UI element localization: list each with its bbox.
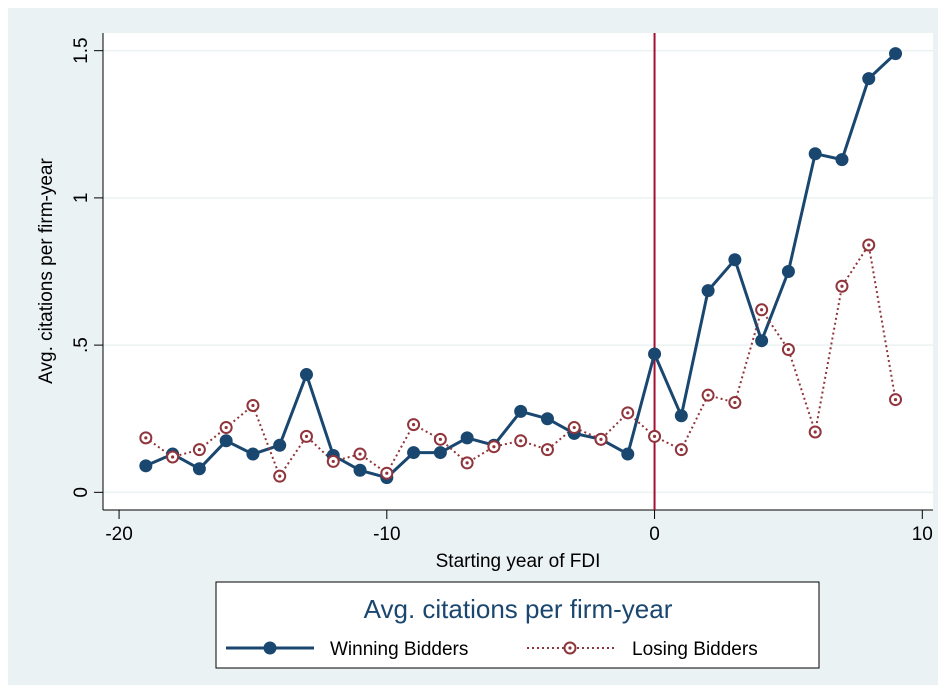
- series-1-point-dot: [572, 425, 576, 430]
- legend: Avg. citations per firm-year Winning Bid…: [215, 581, 820, 669]
- series-0-point: [781, 265, 795, 278]
- series-1-point-dot: [331, 459, 335, 464]
- series-1-point-dot: [652, 434, 657, 438]
- series-0-point: [540, 412, 554, 426]
- x-tick-label: -10: [373, 524, 400, 545]
- series-1-point-dot: [679, 448, 683, 452]
- series-0-point: [460, 431, 474, 445]
- axes: 0 .5 1 1.5 -20 -10 0 10: [71, 33, 933, 545]
- series-1-point-dot: [733, 400, 737, 405]
- series-1-point-dot: [706, 393, 710, 397]
- legend-swatch-winning-marker: [263, 641, 277, 655]
- legend-label-losing: Losing Bidders: [632, 639, 758, 660]
- series-1-point-dot: [599, 437, 603, 441]
- series-0-point: [407, 446, 421, 460]
- series-1-point-dot: [492, 445, 496, 449]
- series-1-point-dot: [438, 437, 442, 441]
- y-tick-label: 1.5: [71, 37, 92, 63]
- series-1-point-dot: [278, 474, 282, 478]
- series-1-point-dot: [411, 423, 416, 427]
- series-0-point: [728, 253, 742, 267]
- series-1-point-dot: [626, 411, 630, 415]
- series-0-point: [246, 447, 260, 461]
- series-1-point-dot: [144, 436, 148, 440]
- series-0-point: [889, 47, 903, 61]
- series-1-point-dot: [893, 397, 898, 402]
- series-1-point-dot: [224, 425, 228, 430]
- series-0-point: [514, 404, 528, 418]
- y-axis-title: Avg. citations per firm-year: [36, 158, 57, 384]
- series-0-point: [273, 438, 287, 452]
- legend-swatch-losing-marker-dot: [568, 646, 572, 650]
- x-tick-label: -20: [105, 524, 132, 545]
- y-tick-label: 1: [71, 193, 92, 204]
- series-0-point: [701, 284, 715, 298]
- legend-title: Avg. citations per firm-year: [364, 594, 673, 624]
- legend-box: [215, 581, 820, 669]
- series-1-point-dot: [867, 243, 871, 247]
- series-0-point: [219, 434, 233, 448]
- series-1-point-dot: [251, 403, 255, 408]
- x-tick-label: 10: [912, 524, 933, 545]
- x-axis-title: Starting year of FDI: [436, 551, 601, 572]
- series-0-point: [862, 72, 876, 86]
- series-1-point-dot: [519, 439, 523, 443]
- series-1-point-dot: [840, 284, 844, 288]
- series-1-point-dot: [465, 461, 469, 465]
- series-0-point: [835, 153, 849, 167]
- series-1-point-dot: [545, 448, 550, 452]
- series-1-point-dot: [813, 430, 817, 434]
- series-1-point-dot: [171, 455, 175, 459]
- x-tick-label: 0: [649, 524, 660, 545]
- series-1-point-dot: [197, 448, 201, 452]
- series-0-point: [808, 147, 822, 161]
- series-0-point: [433, 446, 447, 460]
- gridlines: [103, 49, 933, 494]
- series-0-point: [192, 462, 206, 476]
- series-1-point-dot: [385, 471, 389, 475]
- series-0-point: [139, 459, 153, 473]
- series-1-point-dot: [786, 347, 791, 352]
- y-tick-label: 0: [71, 487, 92, 498]
- series-0-point: [621, 447, 635, 461]
- series-0-point: [648, 347, 662, 361]
- series-1-point-dot: [760, 308, 764, 312]
- series-group: [139, 47, 903, 485]
- series-0-point: [353, 463, 367, 477]
- series-1-point-dot: [358, 452, 362, 456]
- series-1-point-dot: [304, 434, 309, 438]
- series-0-point: [674, 409, 688, 423]
- legend-label-winning: Winning Bidders: [330, 639, 468, 660]
- y-tick-label: .5: [71, 337, 92, 353]
- series-0-point: [299, 368, 313, 382]
- series-0-point: [755, 334, 769, 348]
